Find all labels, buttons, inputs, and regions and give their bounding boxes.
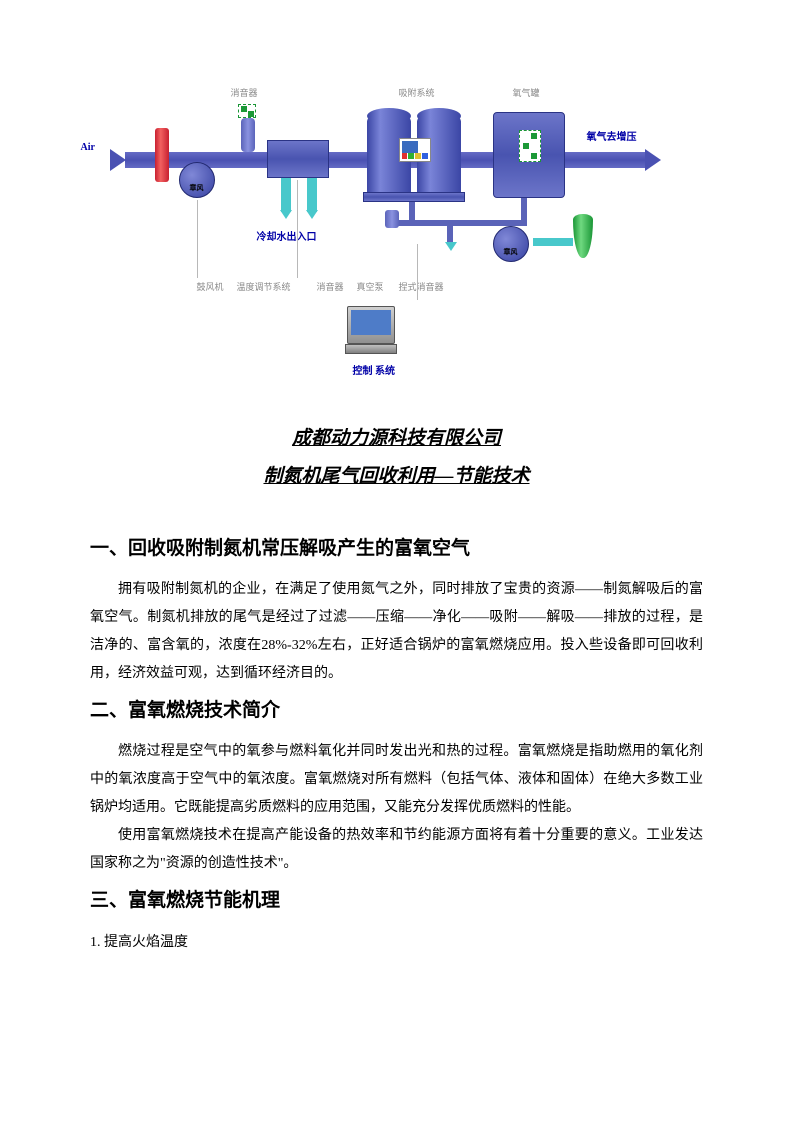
cooling-pipe-2 (307, 178, 317, 212)
oxygen-tank-label: 氧气罐 (513, 86, 540, 99)
blower-label: 鼓风机 (197, 280, 224, 293)
cooling-arrow-1 (280, 210, 292, 219)
label-line-1 (197, 200, 198, 278)
flow-arrow-out (645, 149, 661, 171)
cooling-water-label: 冷却水出入口 (257, 228, 317, 243)
muffler-top-label: 消音器 (231, 86, 258, 99)
vacuum-pump-icon: 章风 (493, 226, 529, 262)
section1-para: 拥有吸附制氮机的企业，在满足了使用氮气之外，同时排放了宝贵的资源——制氮解吸后的… (90, 576, 703, 688)
cooling-pipe-1 (281, 178, 291, 212)
vacuum-pump-label: 真空泵 (357, 280, 384, 293)
ctrl-line (417, 244, 418, 300)
control-panel-icon (399, 138, 431, 162)
control-system-label: 控制 系统 (353, 362, 396, 377)
section2-para2: 使用富氧燃烧技术在提高产能设备的热效率和节约能源方面将有着十分重要的意义。工业发… (90, 822, 703, 878)
section2-para1: 燃烧过程是空气中的氧参与燃料氧化并同时发出光和热的过程。富氧燃烧是指助燃用的氧化… (90, 738, 703, 822)
air-label: Air (81, 142, 95, 153)
muffler-green-icon (238, 104, 256, 118)
subtitle: 制氮机尾气回收利用—节能技术 (90, 458, 703, 496)
temp-control-box-icon (267, 140, 329, 178)
section3-item1: 1. 提高火焰温度 (90, 929, 703, 957)
temp-system-label: 温度调节系统 (237, 280, 291, 293)
vac-small-arrow (445, 242, 457, 251)
company-title: 成都动力源科技有限公司 (90, 420, 703, 458)
oxygen-green-icon (519, 130, 541, 162)
vac-out-pipe (533, 238, 573, 246)
adsorption-label: 吸附系统 (399, 86, 435, 99)
inlet-filter-icon (155, 128, 169, 182)
computer-monitor-icon (347, 306, 395, 344)
pipe-down-3 (447, 220, 453, 244)
pump-label-text-2: 章风 (504, 247, 518, 257)
flow-arrow-in (110, 149, 126, 171)
rod-muffler-icon (573, 214, 593, 258)
small-muffler-icon (385, 210, 399, 228)
pump-label-text: 章风 (190, 183, 204, 193)
label-line-2 (297, 180, 298, 278)
blower-icon: 章风 (179, 162, 215, 198)
computer-base-icon (345, 344, 397, 354)
pipe-down-2 (521, 198, 527, 226)
pipe-horiz-1 (387, 220, 527, 226)
cooling-arrow-2 (306, 210, 318, 219)
muffler-unit-icon (241, 118, 255, 152)
process-diagram: Air 章风 消音器 冷却水出入口 吸附系统 氧气罐 (117, 80, 677, 390)
section3-heading: 三、富氧燃烧节能机理 (90, 884, 703, 918)
section1-heading: 一、回收吸附制氮机常压解吸产生的富氧空气 (90, 532, 703, 566)
title-block: 成都动力源科技有限公司 制氮机尾气回收利用—节能技术 (90, 420, 703, 496)
muffler-label: 消音器 (317, 280, 344, 293)
tank-base (363, 192, 465, 202)
oxygen-out-label: 氧气去增压 (587, 128, 637, 143)
section2-heading: 二、富氧燃烧技术简介 (90, 694, 703, 728)
pipe-down-1 (409, 202, 415, 222)
rod-muffler-label: 捏式消音器 (399, 280, 444, 293)
